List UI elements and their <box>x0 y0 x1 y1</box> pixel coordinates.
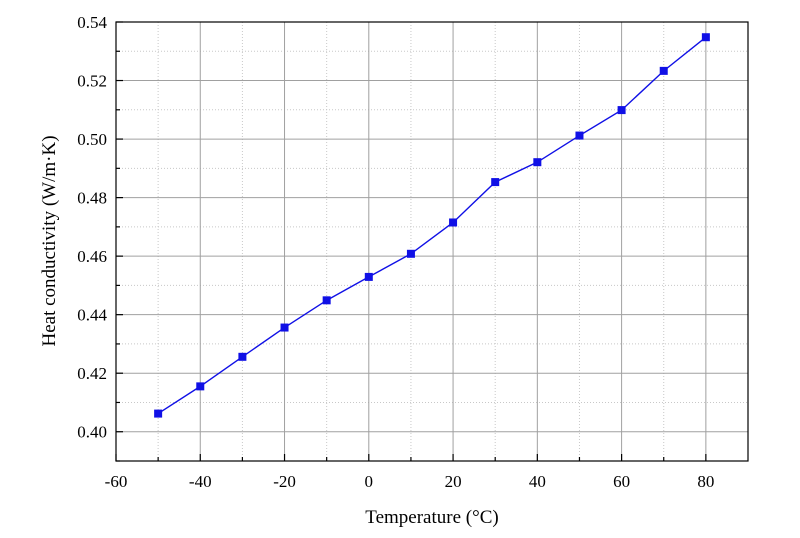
y-tick-label: 0.52 <box>77 72 107 91</box>
y-tick-label: 0.40 <box>77 423 107 442</box>
x-tick-label: 60 <box>613 472 630 491</box>
y-tick-label: 0.54 <box>77 13 107 32</box>
x-tick-label: 20 <box>445 472 462 491</box>
data-point <box>406 249 415 258</box>
x-tick-label: 0 <box>365 472 374 491</box>
data-point <box>364 272 373 281</box>
x-tick-label: 80 <box>697 472 714 491</box>
data-point <box>449 218 458 227</box>
data-point <box>491 178 500 187</box>
y-tick-label: 0.42 <box>77 364 107 383</box>
data-point <box>533 158 542 167</box>
data-series <box>154 33 710 418</box>
data-point <box>322 296 331 305</box>
grid <box>115 21 748 462</box>
data-point <box>617 106 626 115</box>
plot-frame <box>115 21 749 462</box>
x-axis-title: Temperature (°C) <box>365 507 498 528</box>
x-tick-label: -40 <box>189 472 212 491</box>
data-point <box>280 323 289 332</box>
axes: -60 -40 -20 0 20 40 60 80 0.40 0.42 0.44 0.46 0.48 0.… <box>77 13 749 491</box>
x-tick-label: 40 <box>529 472 546 491</box>
y-tick-label: 0.46 <box>77 247 107 266</box>
y-tick-label: 0.50 <box>77 130 107 149</box>
data-point <box>575 131 584 140</box>
y-tick-label: 0.44 <box>77 306 107 325</box>
data-point <box>701 33 710 42</box>
x-tick-label: -60 <box>105 472 128 491</box>
series-line <box>157 36 707 415</box>
y-tick-label: 0.48 <box>77 189 107 208</box>
y-axis-title: Heat conductivity (W/m·K) <box>39 135 60 346</box>
data-point <box>238 352 247 361</box>
data-point <box>659 66 668 75</box>
data-point <box>196 382 205 391</box>
data-point <box>154 409 163 418</box>
x-tick-label: -20 <box>273 472 296 491</box>
